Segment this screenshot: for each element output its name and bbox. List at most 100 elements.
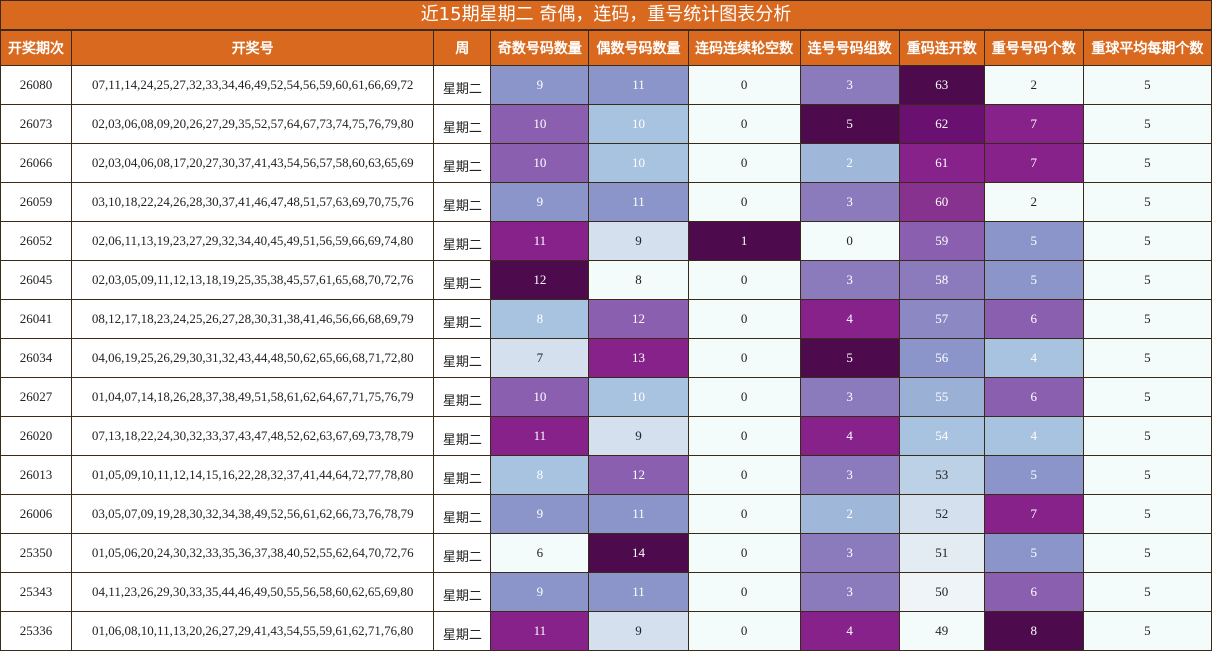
table-row: 26059 03,10,18,22,24,26,28,30,37,41,46,47… — [0, 182, 1212, 222]
table-row: 25343 04,11,23,26,29,30,33,35,44,46,49,50… — [0, 572, 1212, 612]
cell-weekday: 星期二 — [433, 494, 492, 534]
cell-numbers: 07,13,18,22,24,30,32,33,37,43,47,48,52,6… — [71, 416, 435, 456]
cell-repeat-run: 58 — [898, 260, 985, 300]
cell-avg-repeat: 5 — [1082, 572, 1212, 612]
cell-odd-count: 10 — [490, 377, 590, 417]
table-row: 26013 01,05,09,10,11,12,14,15,16,22,28,32… — [0, 455, 1212, 495]
cell-avg-repeat: 5 — [1082, 611, 1212, 651]
cell-numbers: 04,11,23,26,29,30,33,35,44,46,49,50,55,5… — [71, 572, 435, 612]
cell-odd-count: 11 — [490, 221, 590, 261]
cell-numbers: 02,06,11,13,19,23,27,29,32,34,40,45,49,5… — [71, 221, 435, 261]
table-row: 25336 01,06,08,10,11,13,20,26,27,29,41,43… — [0, 611, 1212, 651]
cell-odd-count: 7 — [490, 338, 590, 378]
cell-repeat-run: 61 — [898, 143, 985, 183]
cell-odd-count: 8 — [490, 299, 590, 339]
cell-repeat-count: 8 — [983, 611, 1084, 651]
cell-consecutive-groups: 3 — [799, 572, 900, 612]
cell-repeat-count: 5 — [983, 260, 1084, 300]
cell-avg-repeat: 5 — [1082, 299, 1212, 339]
cell-period: 26041 — [0, 299, 73, 339]
col-header-odd-count: 奇数号码数量 — [490, 30, 590, 66]
cell-even-count: 8 — [588, 260, 689, 300]
cell-weekday: 星期二 — [433, 533, 492, 573]
cell-avg-repeat: 5 — [1082, 65, 1212, 105]
cell-odd-count: 9 — [490, 494, 590, 534]
cell-repeat-run: 63 — [898, 65, 985, 105]
cell-numbers: 01,05,06,20,24,30,32,33,35,36,37,38,40,5… — [71, 533, 435, 573]
cell-avg-repeat: 5 — [1082, 221, 1212, 261]
table-row: 26034 04,06,19,25,26,29,30,31,32,43,44,48… — [0, 338, 1212, 378]
cell-numbers: 03,05,07,09,19,28,30,32,34,38,49,52,56,6… — [71, 494, 435, 534]
cell-consecutive-gap: 1 — [687, 221, 801, 261]
table-row: 26045 02,03,05,09,11,12,13,18,19,25,35,38… — [0, 260, 1212, 300]
cell-consecutive-gap: 0 — [687, 260, 801, 300]
cell-consecutive-groups: 3 — [799, 260, 900, 300]
cell-repeat-count: 5 — [983, 221, 1084, 261]
cell-numbers: 08,12,17,18,23,24,25,26,27,28,30,31,38,4… — [71, 299, 435, 339]
cell-numbers: 02,03,06,08,09,20,26,27,29,35,52,57,64,6… — [71, 104, 435, 144]
cell-odd-count: 8 — [490, 455, 590, 495]
cell-repeat-run: 52 — [898, 494, 985, 534]
cell-repeat-run: 62 — [898, 104, 985, 144]
table-row: 26041 08,12,17,18,23,24,25,26,27,28,30,31… — [0, 299, 1212, 339]
cell-avg-repeat: 5 — [1082, 416, 1212, 456]
cell-even-count: 9 — [588, 611, 689, 651]
cell-numbers: 01,04,07,14,18,26,28,37,38,49,51,58,61,6… — [71, 377, 435, 417]
cell-even-count: 10 — [588, 377, 689, 417]
col-header-avg-repeat: 重球平均每期个数 — [1082, 30, 1212, 66]
cell-consecutive-gap: 0 — [687, 299, 801, 339]
cell-consecutive-groups: 5 — [799, 338, 900, 378]
cell-consecutive-groups: 2 — [799, 143, 900, 183]
cell-consecutive-gap: 0 — [687, 143, 801, 183]
cell-period: 26073 — [0, 104, 73, 144]
cell-period: 26080 — [0, 65, 73, 105]
cell-avg-repeat: 5 — [1082, 494, 1212, 534]
cell-odd-count: 10 — [490, 104, 590, 144]
col-header-period: 开奖期次 — [0, 30, 73, 66]
cell-repeat-count: 6 — [983, 572, 1084, 612]
cell-odd-count: 11 — [490, 611, 590, 651]
cell-repeat-run: 51 — [898, 533, 985, 573]
cell-numbers: 04,06,19,25,26,29,30,31,32,43,44,48,50,6… — [71, 338, 435, 378]
cell-period: 25350 — [0, 533, 73, 573]
col-header-repeat-count: 重号号码个数 — [983, 30, 1084, 66]
table-row: 26006 03,05,07,09,19,28,30,32,34,38,49,52… — [0, 494, 1212, 534]
cell-consecutive-gap: 0 — [687, 182, 801, 222]
cell-even-count: 11 — [588, 65, 689, 105]
cell-consecutive-gap: 0 — [687, 104, 801, 144]
cell-odd-count: 11 — [490, 416, 590, 456]
col-header-repeat-run: 重码连开数 — [898, 30, 985, 66]
cell-consecutive-groups: 3 — [799, 533, 900, 573]
cell-odd-count: 9 — [490, 572, 590, 612]
cell-period: 25343 — [0, 572, 73, 612]
cell-even-count: 11 — [588, 572, 689, 612]
cell-consecutive-gap: 0 — [687, 611, 801, 651]
cell-consecutive-gap: 0 — [687, 494, 801, 534]
cell-consecutive-groups: 4 — [799, 611, 900, 651]
cell-consecutive-groups: 3 — [799, 455, 900, 495]
table-body: 26080 07,11,14,24,25,27,32,33,34,46,49,52… — [0, 65, 1212, 651]
cell-consecutive-gap: 0 — [687, 455, 801, 495]
cell-numbers: 02,03,04,06,08,17,20,27,30,37,41,43,54,5… — [71, 143, 435, 183]
cell-period: 25336 — [0, 611, 73, 651]
cell-repeat-count: 7 — [983, 104, 1084, 144]
cell-consecutive-gap: 0 — [687, 338, 801, 378]
cell-weekday: 星期二 — [433, 65, 492, 105]
cell-repeat-count: 6 — [983, 299, 1084, 339]
cell-weekday: 星期二 — [433, 455, 492, 495]
col-header-numbers: 开奖号 — [71, 30, 435, 66]
cell-avg-repeat: 5 — [1082, 338, 1212, 378]
cell-period: 26027 — [0, 377, 73, 417]
cell-period: 26066 — [0, 143, 73, 183]
cell-weekday: 星期二 — [433, 104, 492, 144]
cell-consecutive-groups: 2 — [799, 494, 900, 534]
col-header-consecutive-groups: 连号号码组数 — [799, 30, 900, 66]
col-header-weekday: 周 — [433, 30, 492, 66]
cell-weekday: 星期二 — [433, 299, 492, 339]
cell-consecutive-groups: 5 — [799, 104, 900, 144]
cell-consecutive-groups: 3 — [799, 65, 900, 105]
cell-avg-repeat: 5 — [1082, 260, 1212, 300]
cell-even-count: 11 — [588, 494, 689, 534]
cell-avg-repeat: 5 — [1082, 104, 1212, 144]
cell-even-count: 9 — [588, 221, 689, 261]
